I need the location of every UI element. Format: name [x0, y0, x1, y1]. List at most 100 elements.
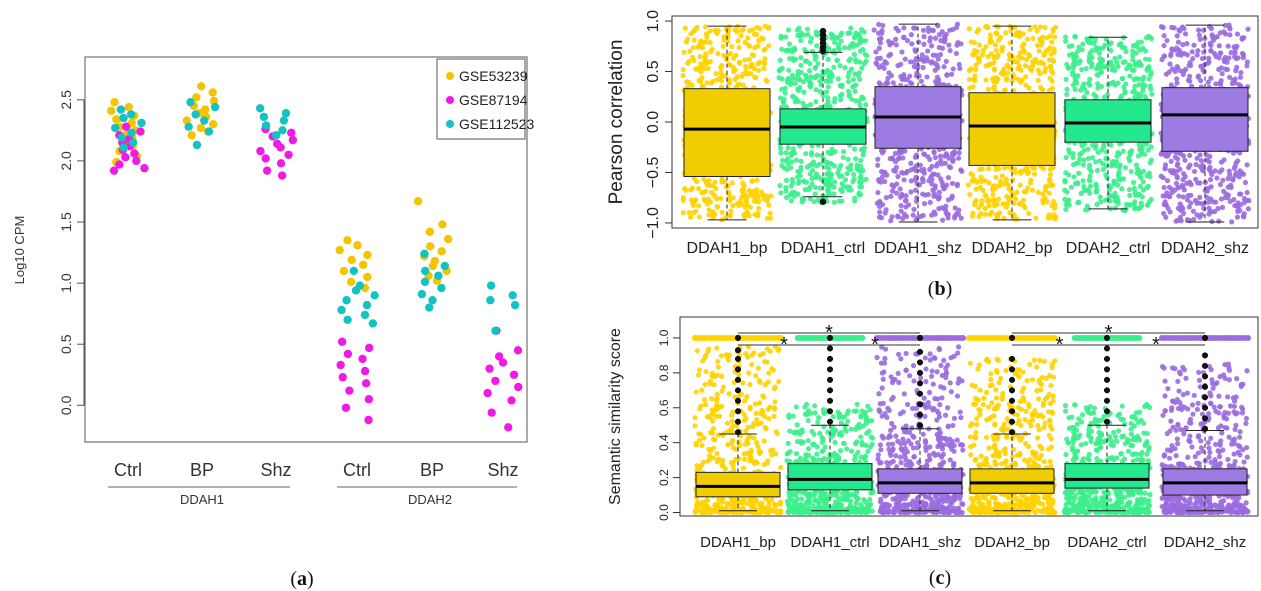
jitter-point: [1096, 50, 1102, 56]
jitter-point: [1086, 57, 1092, 63]
jitter-point: [1141, 74, 1147, 80]
jitter-point: [867, 496, 873, 503]
jitter-point: [975, 49, 981, 55]
data-point: [494, 352, 504, 361]
jitter-point: [1098, 69, 1104, 76]
jitter-point: [791, 502, 797, 509]
jitter-point: [806, 408, 812, 414]
jitter-point: [818, 81, 824, 88]
jitter-point: [832, 179, 838, 185]
jitter-point: [990, 191, 996, 198]
jitter-point: [937, 52, 944, 58]
jitter-point: [829, 35, 835, 41]
data-point: [358, 354, 367, 364]
jitter-point: [1046, 190, 1052, 196]
jitter-point: [882, 59, 888, 65]
jitter-point: [1219, 204, 1226, 210]
jitter-point: [1008, 210, 1015, 216]
jitter-point: [1244, 189, 1250, 196]
jitter-point: [907, 373, 913, 379]
jitter-point: [900, 509, 907, 515]
jitter-point: [909, 81, 915, 87]
jitter-point: [973, 197, 979, 204]
jitter-point: [764, 215, 770, 221]
jitter-point: [831, 99, 838, 105]
jitter-point: [753, 373, 759, 379]
jitter-point: [858, 157, 864, 164]
jitter-point: [859, 65, 865, 71]
jitter-point: [729, 43, 735, 50]
jitter-point: [1119, 75, 1125, 82]
jitter-point: [1117, 54, 1123, 60]
jitter-point: [858, 434, 864, 440]
jitter-point: [976, 213, 982, 220]
jitter-point: [841, 497, 847, 503]
jitter-point: [783, 104, 789, 110]
jitter-point: [898, 496, 904, 502]
jitter-point: [888, 427, 894, 434]
jitter-point: [1208, 48, 1214, 54]
jitter-point: [693, 440, 699, 447]
jitter-point: [1034, 42, 1041, 49]
jitter-point: [939, 45, 946, 51]
jitter-point: [1103, 36, 1109, 42]
jitter-point: [1184, 180, 1190, 186]
jitter-point: [1049, 182, 1055, 188]
jitter-point: [954, 21, 961, 27]
jitter-point: [850, 77, 856, 83]
data-point: [364, 395, 374, 404]
jitter-point: [810, 441, 816, 447]
jitter-point: [743, 428, 749, 434]
jitter-point: [895, 173, 901, 180]
jitter-point: [875, 189, 881, 196]
jitter-point: [944, 211, 950, 218]
jitter-point: [842, 65, 848, 71]
data-point: [486, 281, 496, 290]
jitter-point: [1002, 165, 1008, 171]
jitter-point: [714, 345, 720, 351]
jitter-point: [1131, 67, 1137, 73]
jitter-point: [705, 458, 711, 464]
jitter-point: [794, 27, 800, 33]
data-point: [425, 242, 435, 251]
jitter-point: [990, 186, 996, 192]
jitter-point: [1085, 146, 1091, 152]
jitter-point: [747, 458, 753, 464]
jitter-point: [741, 456, 748, 462]
data-point: [343, 315, 352, 324]
jitter-point: [993, 166, 999, 173]
jitter-point: [1014, 189, 1020, 195]
jitter-point: [1127, 73, 1133, 79]
jitter-point: [903, 193, 909, 199]
jitter-point: [747, 404, 753, 410]
legend-marker: [446, 120, 454, 128]
jitter-point: [1019, 55, 1025, 61]
jitter-point: [1095, 149, 1101, 156]
jitter-point: [783, 177, 790, 183]
jitter-point: [800, 100, 806, 106]
jitter-point: [1035, 77, 1041, 84]
jitter-point: [1227, 26, 1233, 32]
jitter-point: [680, 210, 687, 216]
jitter-point: [830, 49, 836, 55]
jitter-point: [1032, 24, 1038, 30]
jitter-point: [946, 155, 952, 161]
data-point: [124, 102, 133, 112]
jitter-point: [1076, 170, 1082, 176]
jitter-point: [1004, 62, 1010, 68]
jitter-point: [931, 193, 937, 199]
jitter-point: [946, 42, 952, 48]
jitter-point: [1028, 180, 1034, 186]
jitter-point: [718, 353, 725, 359]
jitter-point: [901, 391, 907, 397]
jitter-point: [1234, 203, 1241, 209]
jitter-point: [1130, 53, 1136, 59]
jitter-point: [755, 211, 761, 218]
jitter-point: [903, 204, 909, 210]
jitter-point: [853, 490, 860, 496]
jitter-point: [696, 186, 702, 192]
legend-label: GSE112523: [459, 116, 534, 132]
jitter-point: [925, 48, 931, 54]
jitter-point: [745, 509, 751, 515]
data-point: [425, 303, 434, 312]
